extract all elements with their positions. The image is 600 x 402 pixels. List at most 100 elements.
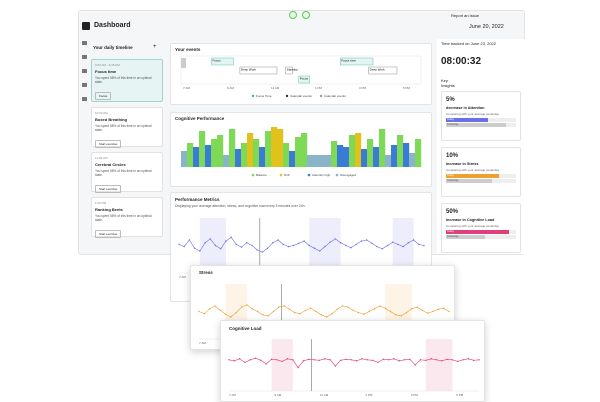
bar — [446, 118, 488, 122]
x-tick-label: 1 PM — [365, 393, 373, 397]
insight-card: 5% decrease in Attention Comparing with yo… — [441, 91, 521, 141]
legend-label: Balance — [256, 173, 267, 177]
point — [281, 360, 283, 363]
point — [376, 245, 378, 248]
state-bar — [217, 135, 224, 167]
bar — [446, 179, 492, 183]
insight-compare: Comparing with your average yesterday — [446, 168, 500, 172]
event-label: Focus — [300, 77, 309, 81]
status-icon — [289, 11, 297, 19]
card-button[interactable]: Focus — [95, 92, 112, 100]
point — [340, 359, 342, 362]
state-bar — [193, 147, 200, 167]
point — [451, 359, 454, 361]
performance-title: Cognitive Performance — [175, 116, 225, 121]
state-bar — [295, 137, 302, 167]
state-bar — [343, 147, 350, 167]
legend-label: Drift — [284, 173, 290, 177]
point — [393, 358, 395, 360]
date[interactable]: June 20, 2022 — [469, 24, 504, 30]
point — [214, 244, 217, 247]
sidebar-icons[interactable] — [82, 41, 87, 101]
events-title: Your events — [175, 47, 201, 52]
state-bar — [187, 143, 194, 167]
point — [371, 242, 373, 244]
timeline-card[interactable]: 11:00 AM Cerebral Circles You spent 58% of… — [91, 152, 163, 193]
state-bar — [397, 135, 404, 167]
point — [363, 313, 365, 315]
insight-card: 50% Increase in Cognitive Load Comparing w… — [441, 203, 521, 253]
bar-label: Today — [447, 230, 454, 234]
bar-label: Today — [447, 174, 454, 178]
timeline-card[interactable]: 9:00 AM - 9:45 AM Focus time You spent 58%… — [91, 59, 163, 102]
state-bar — [379, 129, 386, 167]
point — [412, 239, 415, 241]
highlight — [199, 218, 226, 273]
state-bar — [241, 143, 248, 167]
state-bar — [355, 133, 362, 167]
legend-dot — [251, 94, 255, 98]
state-bar — [349, 135, 356, 167]
report-link[interactable]: Report an issue — [451, 13, 480, 18]
point — [303, 240, 305, 242]
state-bar — [319, 155, 326, 167]
card-button[interactable]: Start exercise — [95, 185, 122, 193]
point — [254, 357, 257, 359]
legend-dot — [307, 173, 311, 177]
state-bar — [211, 139, 218, 167]
state-bar — [331, 141, 338, 167]
point — [244, 361, 246, 364]
point — [246, 304, 248, 306]
timeline-card[interactable]: 10:00 AM Boxed Breathing You spent 58% of … — [91, 107, 163, 148]
point — [350, 247, 352, 249]
x-tick-label: 1 PM — [315, 86, 323, 90]
point — [427, 312, 429, 314]
timeline-card[interactable]: 1:00 PM Ranking Beets You spent 58% of thi… — [91, 197, 163, 238]
insight-text: Increase in Cognitive Load — [446, 218, 495, 222]
insights-title: Key Insights — [441, 78, 455, 88]
point — [402, 245, 404, 248]
bar-label: Today — [447, 118, 454, 122]
point — [407, 242, 410, 244]
status-icon — [302, 11, 310, 19]
add-button[interactable]: + — [153, 44, 157, 50]
event — [285, 66, 293, 75]
point — [209, 238, 211, 240]
point — [256, 249, 258, 251]
state-bar — [259, 147, 266, 167]
legend-dot — [335, 173, 339, 177]
point — [199, 250, 201, 252]
point — [355, 360, 358, 362]
point — [423, 244, 425, 247]
state-bar — [205, 145, 212, 167]
point — [267, 315, 269, 317]
point — [228, 359, 230, 361]
state-bar — [361, 149, 368, 167]
x-tick-label: 7 AM — [183, 86, 190, 90]
legend-dot — [279, 173, 283, 177]
point — [387, 359, 390, 361]
legend-label: Calendar events — [290, 94, 312, 98]
bar — [446, 174, 499, 178]
point — [345, 358, 347, 360]
dashboard-window: Dashboard Report an issue June 20, 2022 … — [78, 10, 525, 302]
point — [297, 366, 299, 369]
point — [230, 316, 232, 318]
x-tick-label: 7 AM — [179, 275, 186, 279]
x-tick-label: 9 AM — [274, 393, 281, 397]
point — [472, 359, 475, 362]
point — [365, 239, 368, 241]
insight-value: 5% — [446, 97, 455, 103]
card-title: Boxed Breathing — [95, 117, 128, 122]
x-tick-label: 3 PM — [411, 393, 419, 397]
event — [368, 66, 398, 75]
card-button[interactable]: Start exercise — [95, 140, 122, 148]
card-button[interactable]: Start exercise — [95, 230, 122, 238]
point — [260, 359, 262, 362]
point — [446, 358, 448, 360]
point — [336, 308, 338, 310]
legend-label: Focus Time — [256, 94, 272, 98]
point — [373, 308, 376, 310]
point — [265, 363, 267, 365]
bar-label: Yesterday — [447, 235, 459, 239]
